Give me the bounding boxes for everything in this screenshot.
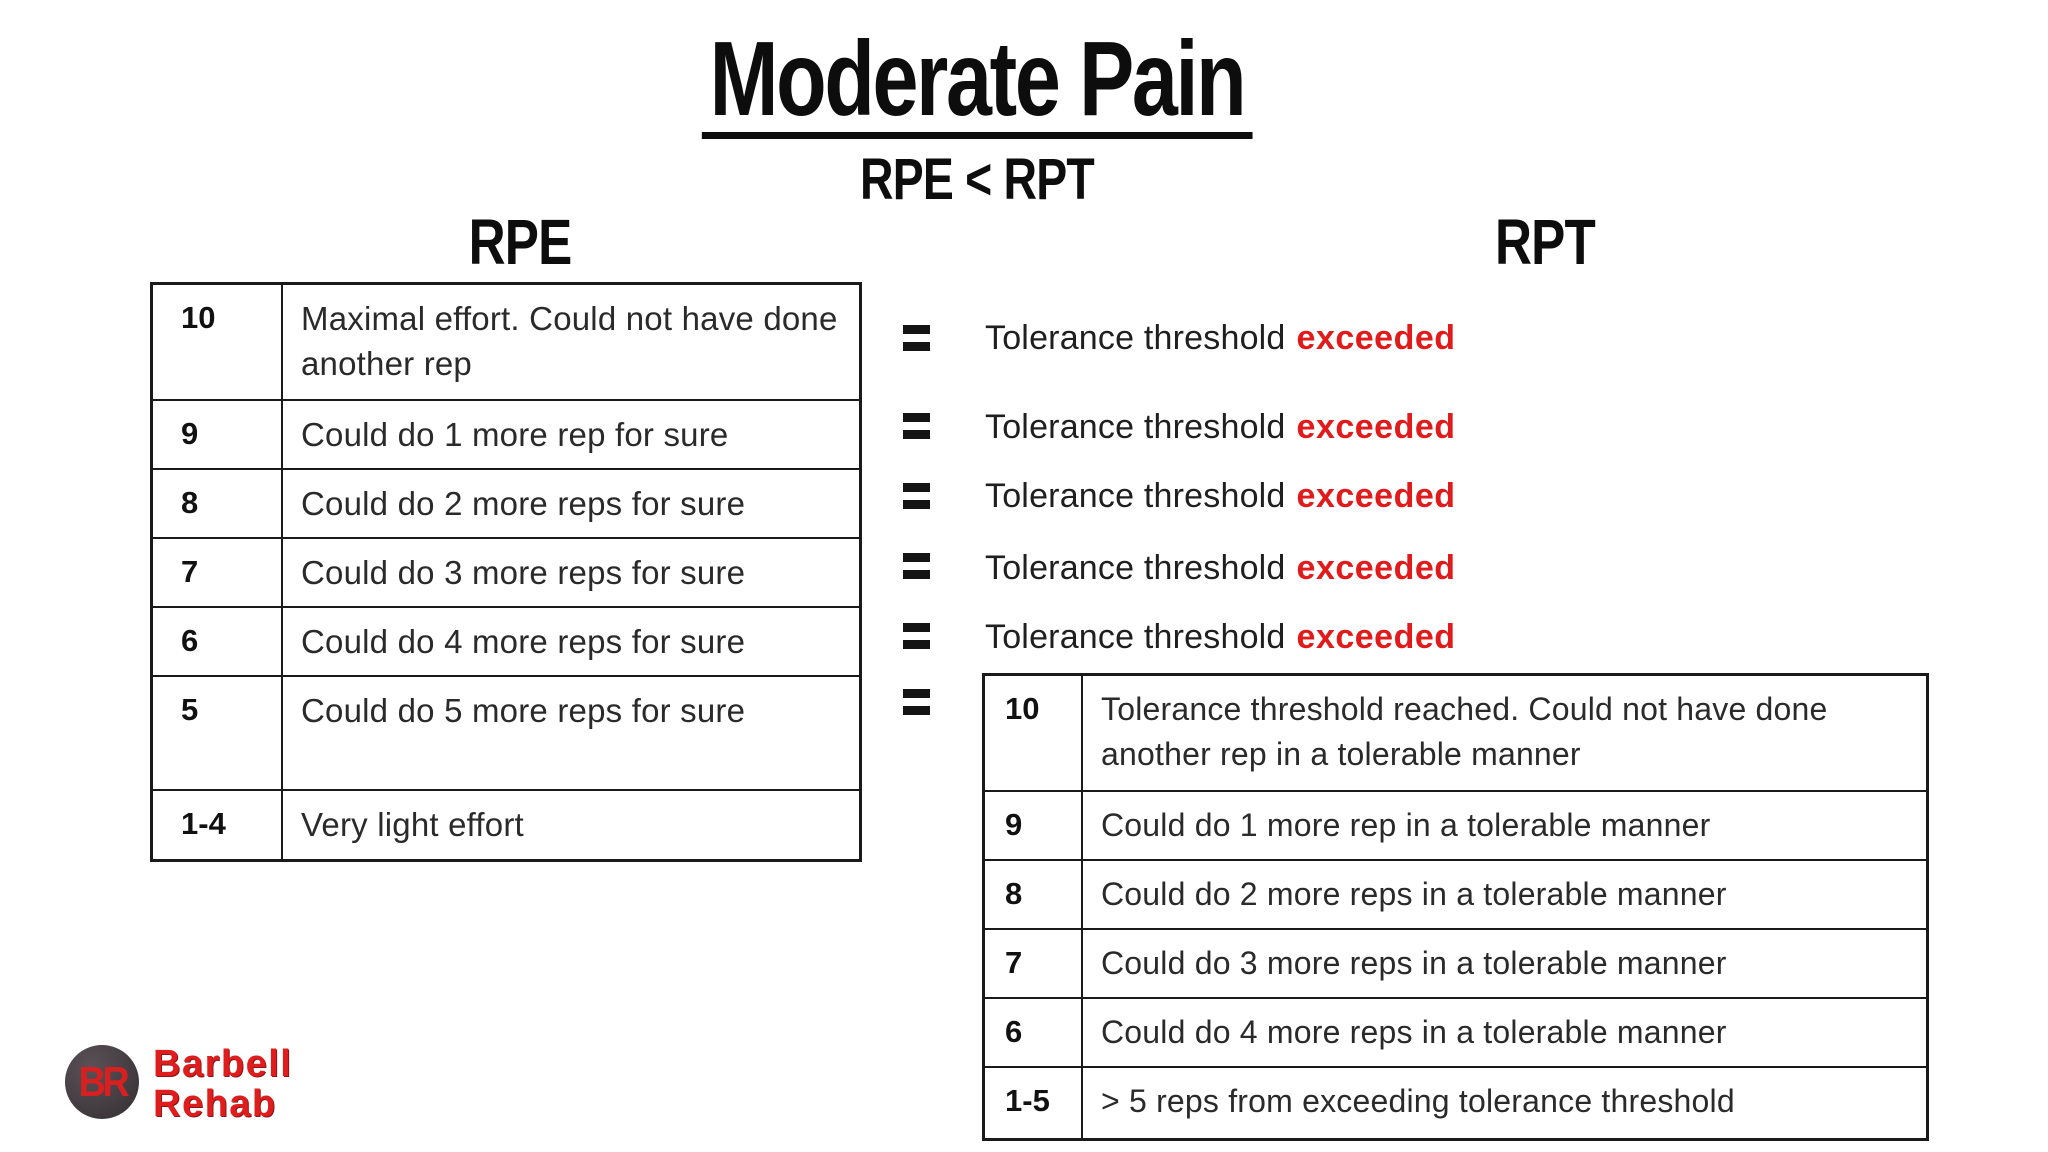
rpt-desc-cell: Could do 4 more reps in a tolerable mann… — [1101, 1014, 1727, 1050]
rpt-desc-cell: Could do 1 more rep in a tolerable manne… — [1101, 807, 1711, 843]
tolerance-exceeded-line: Tolerance threshold exceeded — [985, 614, 1456, 660]
rpt-score-cell: 8 — [985, 861, 1083, 928]
tolerance-exceeded-word: exceeded — [1296, 319, 1456, 357]
rpe-desc-cell: Could do 4 more reps for sure — [301, 623, 746, 660]
rpt-desc-cell: Tolerance threshold reached. Could not h… — [1101, 691, 1828, 772]
table-row: 9 Could do 1 more rep for sure — [153, 399, 859, 468]
logo-wordmark: Barbell Rehab — [153, 1044, 292, 1124]
rpe-score-cell: 10 — [153, 285, 283, 399]
table-row: 1-4 Very light effort — [153, 789, 859, 859]
rpe-desc-cell: Could do 3 more reps for sure — [301, 554, 746, 591]
rpe-desc-cell: Could do 1 more rep for sure — [301, 416, 729, 453]
equals-icon — [903, 413, 930, 439]
rpe-score-cell: 5 — [153, 677, 283, 789]
table-row: 8 Could do 2 more reps in a tolerable ma… — [985, 859, 1926, 928]
rpe-score-cell: 7 — [153, 539, 283, 606]
rpt-table: 10 Tolerance threshold reached. Could no… — [982, 673, 1929, 1141]
subtitle-formula: RPE < RPT — [860, 147, 1095, 212]
table-row: 7 Could do 3 more reps for sure — [153, 537, 859, 606]
rpe-score-cell: 1-4 — [153, 791, 283, 859]
logo-text-line2: Rehab — [153, 1083, 277, 1125]
rpe-table: 10 Maximal effort. Could not have done a… — [150, 282, 862, 862]
logo-circle-icon: BR — [65, 1045, 139, 1119]
table-row: 1-5 > 5 reps from exceeding tolerance th… — [985, 1066, 1926, 1138]
logo-text-line1: Barbell — [153, 1043, 293, 1085]
rpe-desc-cell: Very light effort — [301, 806, 524, 843]
rpt-desc-cell: > 5 reps from exceeding tolerance thresh… — [1101, 1083, 1735, 1119]
table-row: 6 Could do 4 more reps for sure — [153, 606, 859, 675]
equals-icon — [903, 483, 930, 509]
rpt-score-cell: 7 — [985, 930, 1083, 997]
table-row: 7 Could do 3 more reps in a tolerable ma… — [985, 928, 1926, 997]
rpe-score-cell: 9 — [153, 401, 283, 468]
tolerance-exceeded-line: Tolerance threshold exceeded — [985, 404, 1456, 450]
table-row: 10 Tolerance threshold reached. Could no… — [985, 676, 1926, 790]
rpt-column-header: RPT — [1495, 206, 1596, 278]
tolerance-exceeded-word: exceeded — [1296, 618, 1456, 656]
tolerance-exceeded-word: exceeded — [1296, 477, 1456, 515]
table-row: 5 Could do 5 more reps for sure — [153, 675, 859, 789]
tolerance-exceeded-line: Tolerance threshold exceeded — [985, 315, 1456, 361]
table-row: 8 Could do 2 more reps for sure — [153, 468, 859, 537]
tolerance-prefix: Tolerance threshold — [985, 319, 1286, 357]
rpt-desc-cell: Could do 2 more reps in a tolerable mann… — [1101, 876, 1727, 912]
equals-icon — [903, 325, 930, 351]
rpt-score-cell: 9 — [985, 792, 1083, 859]
barbell-rehab-logo: BR Barbell Rehab — [65, 1042, 365, 1126]
rpe-column-header: RPE — [468, 206, 573, 278]
table-row: 10 Maximal effort. Could not have done a… — [153, 285, 859, 399]
rpe-desc-cell: Could do 5 more reps for sure — [301, 692, 746, 729]
table-row: 9 Could do 1 more rep in a tolerable man… — [985, 790, 1926, 859]
equals-icon — [903, 689, 930, 715]
rpe-desc-cell: Maximal effort. Could not have done anot… — [301, 300, 838, 382]
equals-icon — [903, 623, 930, 649]
rpe-score-cell: 6 — [153, 608, 283, 675]
tolerance-exceeded-word: exceeded — [1296, 549, 1456, 587]
rpe-desc-cell: Could do 2 more reps for sure — [301, 485, 746, 522]
equals-icon — [903, 553, 930, 579]
tolerance-prefix: Tolerance threshold — [985, 549, 1286, 587]
rpt-desc-cell: Could do 3 more reps in a tolerable mann… — [1101, 945, 1727, 981]
tolerance-prefix: Tolerance threshold — [985, 408, 1286, 446]
rpt-score-cell: 6 — [985, 999, 1083, 1066]
rpt-score-cell: 10 — [985, 676, 1083, 790]
tolerance-exceeded-line: Tolerance threshold exceeded — [985, 473, 1456, 519]
tolerance-exceeded-word: exceeded — [1296, 408, 1456, 446]
tolerance-prefix: Tolerance threshold — [985, 618, 1286, 656]
rpe-score-cell: 8 — [153, 470, 283, 537]
page-title: Moderate Pain — [701, 26, 1253, 140]
tolerance-exceeded-line: Tolerance threshold exceeded — [985, 545, 1456, 591]
tolerance-prefix: Tolerance threshold — [985, 477, 1286, 515]
table-row: 6 Could do 4 more reps in a tolerable ma… — [985, 997, 1926, 1066]
rpt-score-cell: 1-5 — [985, 1068, 1083, 1138]
logo-monogram: BR — [78, 1058, 129, 1105]
